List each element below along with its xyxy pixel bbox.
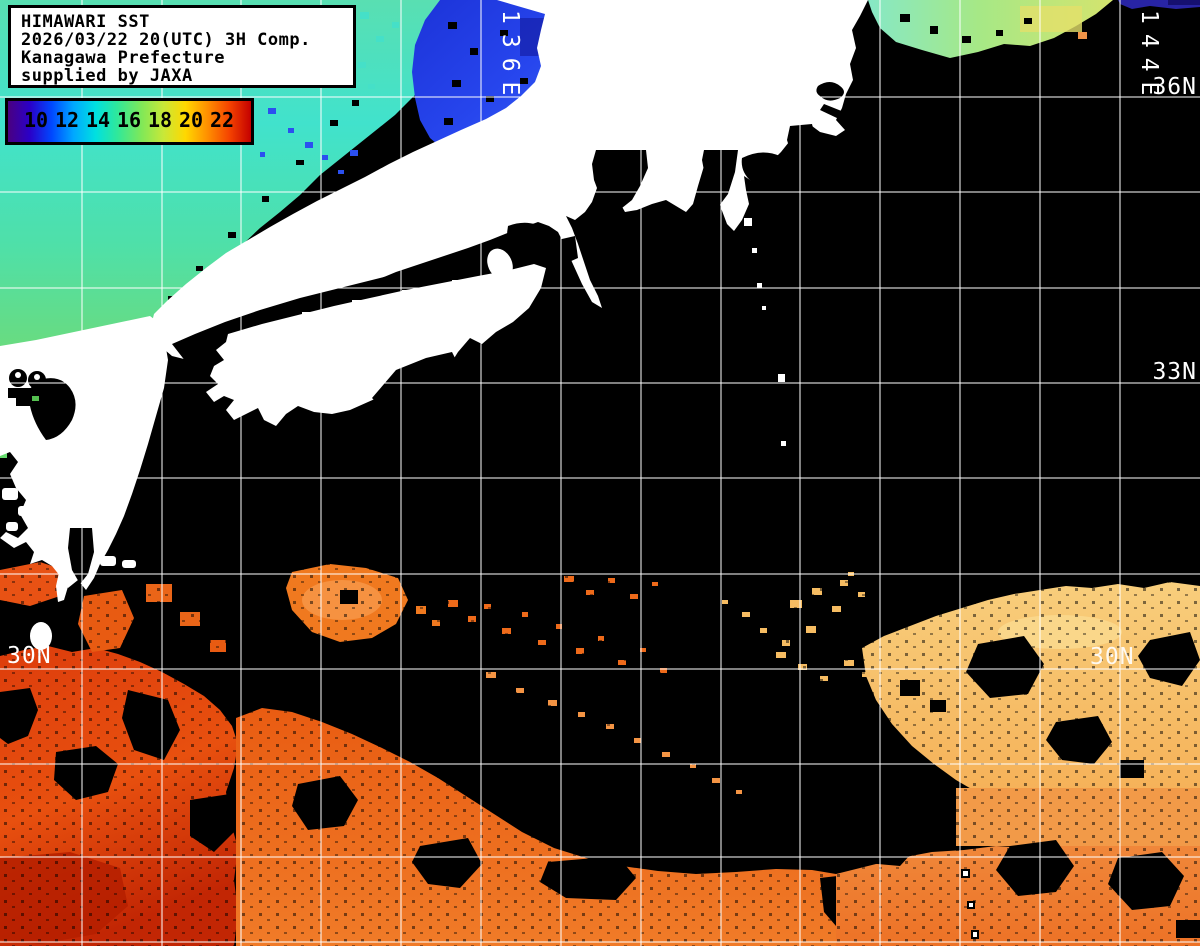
product-region: Kanagawa Prefecture [21,48,225,68]
lon-label-136e: 136E [497,10,523,105]
kasumigaura-lakes [816,82,844,101]
west-kyushu-islets [2,488,32,531]
green-fleck [32,396,39,401]
product-datetime: 2026/03/22 20(UTC) 3H Comp. [21,30,311,50]
tick-16: 16 [117,108,142,132]
colorbar-gradient [8,101,251,142]
lat-label-30n-left: 30N [7,643,52,669]
product-title: HIMAWARI SST [21,12,150,32]
lat-label-30n-right: 30N [1090,644,1135,670]
island-yakushima [30,622,52,650]
ogasawara-islands [961,869,979,939]
tick-22: 22 [210,108,235,132]
island-shikoku [206,264,546,426]
colorbar-ticks: 10 12 14 16 18 20 22 [24,108,234,132]
tick-20: 20 [179,108,204,132]
region-topright-purple-strip [1118,0,1200,9]
landmass-japan [0,0,868,650]
tick-12: 12 [55,108,80,132]
island-tanegashima [56,566,70,602]
sagami-bay [741,152,785,185]
product-source: supplied by JAXA [21,66,193,86]
tick-10: 10 [24,108,49,132]
lat-label-33n: 33N [1152,359,1197,385]
tick-14: 14 [86,108,111,132]
cloud-grain-overlay [0,555,1200,946]
izu-islands [744,218,786,446]
ise-bay [592,150,648,208]
land-honshu [150,0,868,360]
info-box: HIMAWARI SST 2026/03/22 20(UTC) 3H Comp. K… [8,5,356,88]
lon-label-144e: 144E [1136,10,1162,105]
tokyo-bay [787,124,816,166]
region-warm-water [0,555,1200,946]
kagoshima-bay [68,528,94,584]
lat-label-36n: 36N [1152,74,1197,100]
colorbar: 10 12 14 16 18 20 22 [5,98,254,145]
region-northeast-green-water [868,0,1113,58]
tosa-bay [372,352,462,404]
tick-18: 18 [148,108,173,132]
